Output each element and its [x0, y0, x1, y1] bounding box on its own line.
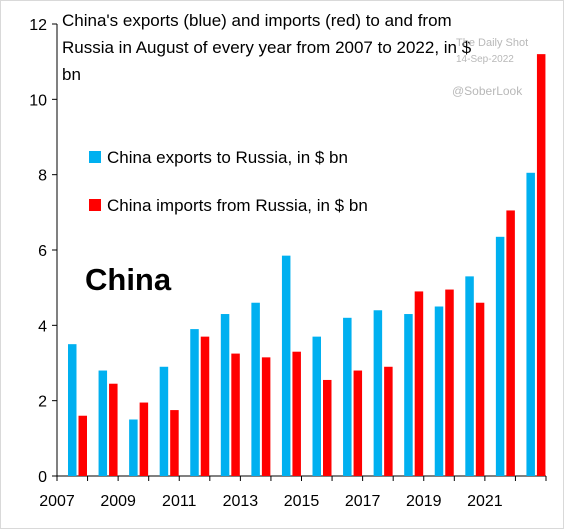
chart-title-line-3: bn — [62, 65, 81, 84]
x-tick-label: 2021 — [467, 493, 503, 510]
bar-imports-2008 — [109, 383, 118, 476]
bar-exports-2016 — [343, 317, 352, 476]
x-tick-label: 2013 — [223, 493, 259, 510]
legend-swatch-imports — [89, 199, 101, 211]
x-tick-label: 2015 — [284, 493, 320, 510]
bar-imports-2012 — [231, 353, 240, 476]
bar-imports-2018 — [414, 291, 424, 476]
bars — [68, 54, 546, 477]
bar-imports-2021 — [506, 210, 515, 476]
bar-exports-2019 — [434, 306, 444, 476]
bar-exports-2014 — [281, 255, 291, 476]
bar-imports-2010 — [170, 410, 179, 476]
legend: China exports to Russia, in $ bn China i… — [89, 148, 368, 215]
y-tick-label: 10 — [29, 92, 47, 109]
bar-exports-2013 — [251, 302, 260, 476]
bar-exports-2008 — [98, 370, 108, 476]
bar-exports-2010 — [159, 366, 169, 476]
x-tick-label: 2007 — [39, 493, 75, 510]
y-tick-label: 6 — [38, 243, 47, 260]
bar-imports-2016 — [353, 370, 363, 476]
bar-exports-2009 — [129, 419, 138, 476]
bar-imports-2022 — [536, 54, 546, 477]
chart-title-line-2: Russia in August of every year from 2007… — [62, 38, 472, 57]
bar-exports-2017 — [373, 310, 383, 476]
bar-exports-2018 — [404, 314, 413, 476]
bar-exports-2012 — [220, 314, 230, 476]
bar-exports-2007 — [68, 344, 77, 476]
x-tick-label: 2017 — [345, 493, 381, 510]
bar-imports-2017 — [384, 366, 393, 476]
x-tick-label: 2019 — [406, 493, 442, 510]
bar-exports-2020 — [465, 276, 474, 476]
bar-imports-2015 — [323, 379, 332, 476]
y-tick-label: 12 — [29, 17, 47, 34]
axes — [52, 23, 547, 481]
y-tick-label: 4 — [38, 318, 47, 335]
bar-exports-2015 — [312, 336, 321, 476]
legend-label-exports: China exports to Russia, in $ bn — [107, 148, 348, 167]
watermark-source: The Daily Shot — [456, 37, 528, 49]
y-tick-label: 8 — [38, 168, 47, 185]
chart-title-line-1: China's exports (blue) and imports (red)… — [62, 11, 452, 30]
bar-exports-2011 — [190, 329, 199, 476]
y-tick-label: 2 — [38, 394, 47, 411]
legend-swatch-exports — [89, 151, 101, 163]
bar-exports-2022 — [526, 172, 535, 477]
bar-exports-2021 — [495, 236, 505, 476]
bar-imports-2014 — [292, 351, 301, 476]
bar-imports-2019 — [445, 289, 454, 476]
bar-imports-2009 — [139, 402, 149, 476]
x-tick-label: 2009 — [100, 493, 136, 510]
bar-imports-2020 — [475, 302, 485, 476]
watermark-handle: @SoberLook — [452, 84, 523, 98]
country-label: China — [85, 262, 172, 297]
x-tick-label: 2011 — [162, 493, 197, 510]
bar-imports-2013 — [261, 357, 271, 476]
legend-label-imports: China imports from Russia, in $ bn — [107, 196, 368, 215]
bar-imports-2007 — [78, 415, 87, 476]
tick-labels: 0 2 4 6 8 10 12 2007 2009 2011 2013 2015 2017 2019 202… — [29, 17, 503, 510]
bar-imports-2011 — [200, 336, 210, 476]
watermark-date: 14-Sep-2022 — [456, 54, 514, 65]
y-tick-label: 0 — [38, 469, 47, 486]
